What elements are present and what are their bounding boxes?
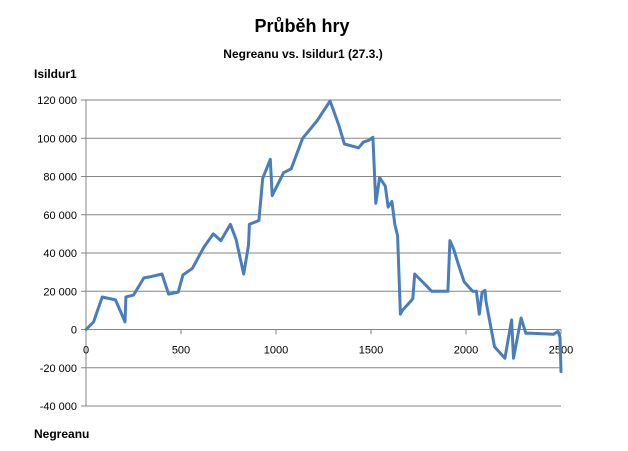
chart-subtitle: Negreanu vs. Isildur1 (27.3.) xyxy=(223,47,382,61)
y-tick-labels: -40 000 -20 000 0 20 000 40 000 60 000 80 000 1… xyxy=(37,95,77,413)
y-tick-label: 60 000 xyxy=(43,210,77,222)
y-tick-label: 0 xyxy=(71,325,77,337)
gridlines xyxy=(86,99,561,407)
chart-title: Průběh hry xyxy=(254,16,349,36)
y-axis-title: Isildur1 xyxy=(34,67,77,81)
y-tick-label: 100 000 xyxy=(37,133,77,145)
x-tick-label: 0 xyxy=(83,345,89,357)
y-tick-label: 20 000 xyxy=(43,286,77,298)
x-tick-label: 2000 xyxy=(454,345,478,357)
y-tick-label: 120 000 xyxy=(37,95,77,107)
axes xyxy=(81,99,562,407)
x-tick-label: 1000 xyxy=(264,345,288,357)
x-axis-title: Negreanu xyxy=(34,427,89,441)
y-tick-label: 80 000 xyxy=(43,172,77,184)
series-group xyxy=(84,99,563,374)
x-tick-label: 500 xyxy=(172,345,190,357)
series-line xyxy=(84,99,563,374)
y-tick-label: -40 000 xyxy=(40,401,77,413)
x-tick-label: 1500 xyxy=(359,345,383,357)
y-tick-label: 40 000 xyxy=(43,248,77,260)
y-tick-label: -20 000 xyxy=(40,363,77,375)
